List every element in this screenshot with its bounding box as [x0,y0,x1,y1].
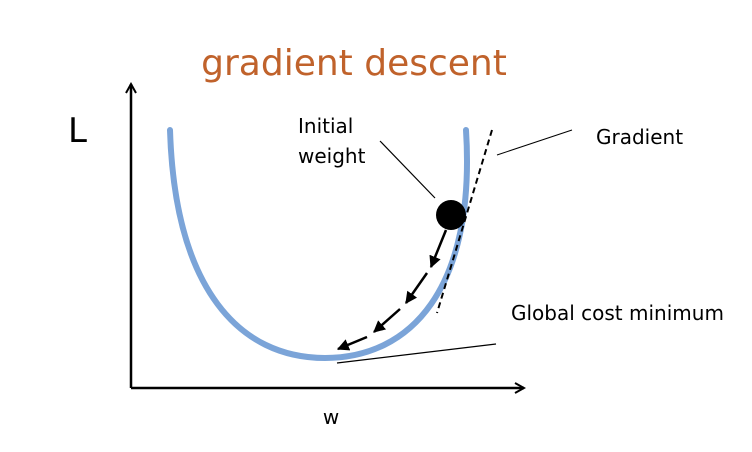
descent-step-arrow [336,335,368,351]
gradient-pointer [496,129,573,156]
y-axis-label: L [68,111,87,151]
x-axis-label: w [323,405,339,429]
global-cost-minimum-label: Global cost minimum [511,301,724,325]
initial-weight-pointer [379,140,436,199]
initial-weight-label-line2: weight [298,144,366,168]
descent-step-arrow [404,272,429,304]
descent-step-arrow [373,308,401,333]
descent-step-arrow [429,229,448,269]
global-cost-minimum-pointer [336,343,497,364]
gradient-label: Gradient [596,125,683,149]
page-title: gradient descent [201,43,507,84]
initial-weight-ball [436,200,466,230]
initial-weight-label-line1: Initial [298,114,353,138]
